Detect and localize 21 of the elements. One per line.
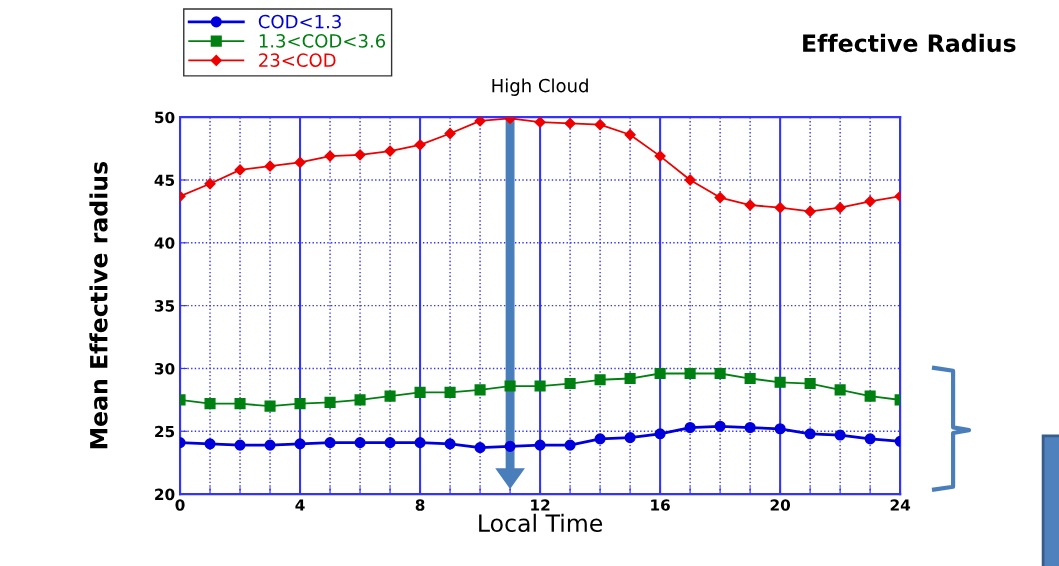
- x-tick-label: 24: [890, 499, 911, 511]
- y-axis-title: Mean Effective radius: [89, 161, 108, 449]
- y-tick-label: 20: [155, 488, 175, 501]
- legend-label: COD<1.3: [258, 14, 341, 29]
- x-tick-label: 20: [770, 499, 791, 511]
- y-tick-label: 40: [154, 237, 175, 249]
- y-tick-label: 35: [154, 300, 175, 312]
- legend-label: 23<COD: [259, 53, 336, 67]
- y-tick-label: 50: [155, 111, 175, 124]
- x-tick-label: 16: [651, 499, 670, 511]
- x-tick-label: 0: [175, 499, 185, 511]
- legend-label: 1.3<COD<3.6: [259, 34, 386, 48]
- y-tick-label: 30: [154, 362, 175, 375]
- x-axis-title: Local Time: [479, 513, 603, 533]
- chart-title: Effective Radius: [803, 33, 1016, 53]
- chart-subtitle: High Cloud: [492, 78, 588, 96]
- x-tick-label: 8: [415, 499, 425, 511]
- y-tick-label: 25: [155, 425, 175, 438]
- y-tick-label: 45: [154, 174, 175, 187]
- x-tick-label: 12: [531, 499, 550, 511]
- x-tick-label: 4: [295, 499, 305, 511]
